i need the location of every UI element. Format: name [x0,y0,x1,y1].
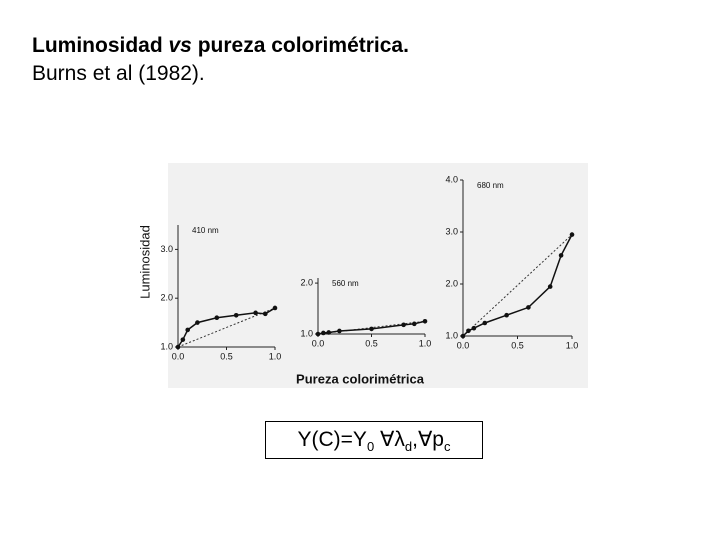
x-tick-label: 0.0 [457,340,470,350]
formula-part: ,∀p [412,428,444,451]
x-tick-label: 0.0 [312,338,325,348]
data-point [471,325,477,331]
y-axis-label: Luminosidad [137,225,152,299]
formula-part: d [404,439,413,455]
y-tick-label: 2.0 [300,277,313,287]
chart-title: 560 nm [332,279,359,288]
y-tick-label: 3.0 [445,226,458,236]
data-point [504,312,509,318]
title-part: vs [168,34,192,57]
x-tick-label: 0.5 [365,338,378,348]
data-point [263,311,268,317]
slide-title: Luminosidad vs pureza colorimétrica. Bur… [32,32,409,88]
formula-part: 0 [366,439,375,455]
data-point [460,333,466,339]
reference-line [462,234,573,337]
x-tick-label: 0.5 [511,340,524,350]
data-point [482,320,488,326]
data-point [337,328,342,334]
subtitle: Burns et al (1982). [32,62,205,85]
chart-title: 410 nm [192,226,219,235]
data-point [233,312,239,318]
data-point [315,331,321,337]
x-tick-label: 0.0 [172,351,185,361]
data-point [321,330,326,336]
data-point [272,305,278,311]
scan-background [168,163,588,388]
y-tick-label: 1.0 [160,341,173,351]
data-point [466,328,471,334]
data-point [558,253,564,258]
data-point [253,310,258,316]
data-point [412,321,417,327]
data-point [369,326,374,332]
formula-part: ∀λ [374,428,405,451]
data-point [214,315,220,321]
reference-line [177,307,276,348]
y-tick-label: 4.0 [445,174,458,184]
data-point [195,320,200,325]
x-tick-label: 1.0 [269,351,282,361]
data-point [526,305,531,310]
x-tick-label: 1.0 [419,338,432,348]
data-point [569,232,575,237]
y-tick-label: 1.0 [445,330,458,340]
title-part: Luminosidad [32,34,169,57]
y-tick-label: 2.0 [445,278,458,288]
data-point [547,284,553,289]
formula-part: Y(C)=Y [297,428,367,451]
title-part: pureza colorimétrica. [191,34,409,57]
data-point [401,322,406,328]
x-tick-label: 0.5 [220,351,233,361]
x-axis-label: Pureza colorimétrica [296,371,425,386]
data-point [422,318,428,324]
y-tick-label: 2.0 [160,293,173,303]
x-tick-label: 1.0 [566,340,579,350]
data-point [326,330,332,335]
y-tick-label: 3.0 [160,244,173,254]
formula: Y(C)=Y0 ∀λd,∀pc [265,421,483,459]
chart-title: 680 nm [477,181,504,190]
formula-part: c [444,439,451,455]
data-point [175,344,181,350]
data-point [185,327,190,333]
data-point [180,337,186,342]
y-tick-label: 1.0 [300,328,313,338]
